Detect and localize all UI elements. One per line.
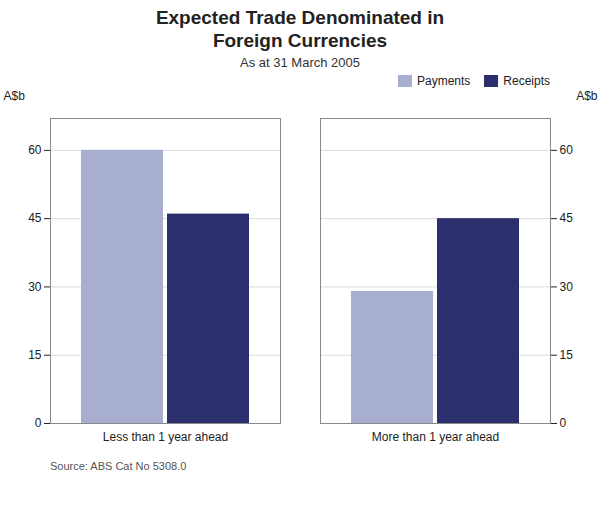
svg-text:45: 45 [560, 211, 574, 225]
html-text:Receipts: Receipts [503, 74, 550, 88]
svg-text:30: 30 [560, 280, 574, 294]
svg-text:15: 15 [28, 348, 42, 362]
svg-text:A$b: A$b [576, 89, 598, 103]
html-text:Source: ABS Cat No 5308.0: Source: ABS Cat No 5308.0 [50, 460, 187, 472]
svg-text:More than 1 year ahead: More than 1 year ahead [372, 430, 499, 444]
html-text:As at 31 March 2005: As at 31 March 2005 [240, 55, 360, 70]
svg-text:15: 15 [560, 348, 574, 362]
svg-text:60: 60 [28, 143, 42, 157]
svg-text:60: 60 [560, 143, 574, 157]
html-text:Payments: Payments [417, 74, 471, 88]
svg-text:0: 0 [35, 416, 42, 430]
svg-text:30: 30 [28, 280, 42, 294]
html-text:Expected Trade Denominated in: Expected Trade Denominated in Foreign Cu… [155, 7, 445, 51]
svg-text:A$b: A$b [4, 89, 26, 103]
svg-text:0: 0 [560, 416, 567, 430]
svg-text:45: 45 [28, 211, 42, 225]
svg-text:Less than 1 year ahead: Less than 1 year ahead [103, 430, 228, 444]
